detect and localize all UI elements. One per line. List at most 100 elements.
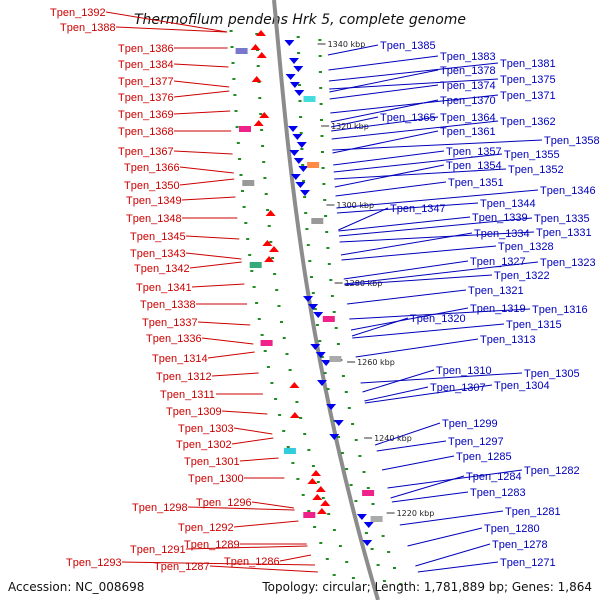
track-tick <box>382 580 386 582</box>
scale-tick-label: 1320 kbp <box>331 122 369 131</box>
left-gene-label: Tpen_1300 <box>188 473 244 485</box>
right-leader-line <box>329 69 439 93</box>
track-tick <box>255 302 259 304</box>
right-gene-label: Tpen_1361 <box>440 126 496 138</box>
left-gene-label: Tpen_1287 <box>154 561 210 573</box>
forward-gene-arrow <box>329 434 340 440</box>
left-gene-label: Tpen_1337 <box>142 317 198 329</box>
forward-gene-arrow <box>293 66 304 72</box>
right-leader-line <box>334 168 507 180</box>
right-gene-label: Tpen_1339 <box>472 212 528 224</box>
reverse-gene-arrow <box>251 76 262 82</box>
reverse-gene-arrow <box>259 112 270 118</box>
track-tick <box>307 449 311 451</box>
left-leader-line <box>189 261 242 269</box>
gene-block <box>370 516 383 522</box>
track-tick <box>344 391 348 393</box>
reverse-gene-arrow <box>262 240 273 246</box>
left-leader-line <box>173 110 231 115</box>
left-leader-line <box>173 90 230 98</box>
track-tick <box>322 183 326 185</box>
left-leader-line <box>187 506 295 511</box>
right-gene-label: Tpen_1346 <box>540 185 596 197</box>
track-tick <box>332 529 336 531</box>
reverse-gene-arrow <box>269 246 279 252</box>
track-tick <box>341 375 345 377</box>
left-gene-label: Tpen_1345 <box>130 231 186 243</box>
forward-gene-arrow <box>310 344 321 350</box>
track-tick <box>264 193 268 195</box>
track-tick <box>262 161 266 163</box>
left-leader-line <box>197 321 251 326</box>
left-gene-label: Tpen_1311 <box>160 389 215 401</box>
track-tick <box>286 446 290 448</box>
track-tick <box>393 567 396 569</box>
forward-gene-arrow <box>313 312 324 318</box>
left-leader-line <box>185 235 240 240</box>
track-tick <box>296 36 300 38</box>
track-tick <box>303 196 307 198</box>
left-leader-line <box>233 427 273 435</box>
forward-gene-arrow <box>315 352 326 358</box>
forward-gene-arrow <box>294 90 305 96</box>
accession-text: Accession: NC_008698 <box>8 580 145 594</box>
right-gene-label: Tpen_1371 <box>500 90 556 102</box>
map-title: Thermofilum pendens Hrk 5, complete geno… <box>134 12 466 28</box>
reverse-gene-arrow <box>264 256 275 262</box>
left-gene-label: Tpen_1350 <box>124 180 180 192</box>
track-tick <box>232 78 236 80</box>
genome-summary: Topology: circular; Length: 1,781,889 bp… <box>262 580 592 594</box>
left-gene-label: Tpen_1286 <box>224 556 280 568</box>
left-leader-line <box>173 80 230 88</box>
right-leader-line <box>338 216 471 232</box>
track-tick <box>271 257 275 259</box>
left-leader-line <box>207 351 255 359</box>
forward-gene-arrow <box>289 82 300 88</box>
forward-gene-arrow <box>356 514 367 520</box>
track-tick <box>345 561 349 563</box>
track-tick <box>274 398 278 400</box>
forward-gene-arrow <box>285 74 296 80</box>
track-tick <box>303 433 307 435</box>
right-gene-label: Tpen_1370 <box>440 95 496 107</box>
track-tick <box>230 46 234 48</box>
forward-gene-arrow <box>293 158 304 164</box>
track-tick <box>320 119 323 121</box>
left-gene-label: Tpen_1386 <box>118 43 174 55</box>
forward-gene-arrow <box>321 360 332 366</box>
track-tick <box>288 369 292 371</box>
track-tick <box>301 494 305 496</box>
gene-block <box>249 262 262 268</box>
right-gene-label: Tpen_1307 <box>430 382 486 394</box>
track-tick <box>366 487 370 489</box>
track-tick <box>381 535 385 537</box>
left-gene-label: Tpen_1349 <box>126 195 182 207</box>
right-gene-label: Tpen_1344 <box>480 198 536 210</box>
right-gene-label: Tpen_1315 <box>506 319 562 331</box>
right-leader-line <box>332 139 543 151</box>
gene-block <box>362 490 375 496</box>
right-gene-label: Tpen_1354 <box>446 160 502 172</box>
track-tick <box>257 318 261 320</box>
right-gene-label: Tpen_1281 <box>505 506 561 518</box>
track-tick <box>354 439 358 441</box>
left-gene-label: Tpen_1366 <box>124 162 180 174</box>
right-gene-label: Tpen_1310 <box>436 365 492 377</box>
track-tick <box>334 327 338 329</box>
left-leader-line <box>239 457 279 462</box>
track-tick <box>299 132 303 134</box>
track-tick <box>299 417 303 419</box>
right-leader-line <box>338 207 389 231</box>
left-gene-label: Tpen_1296 <box>196 497 252 509</box>
right-gene-label: Tpen_1358 <box>544 135 600 147</box>
track-tick <box>313 308 317 310</box>
right-gene-label: Tpen_1278 <box>492 539 548 551</box>
left-gene-label: Tpen_1376 <box>118 92 174 104</box>
forward-gene-arrow <box>292 134 303 140</box>
left-gene-label: Tpen_1384 <box>118 59 174 71</box>
right-gene-label: Tpen_1283 <box>470 487 526 499</box>
forward-gene-arrow <box>284 40 295 46</box>
gene-block <box>242 180 255 186</box>
track-tick <box>318 55 322 57</box>
right-gene-label: Tpen_1319 <box>470 303 526 315</box>
